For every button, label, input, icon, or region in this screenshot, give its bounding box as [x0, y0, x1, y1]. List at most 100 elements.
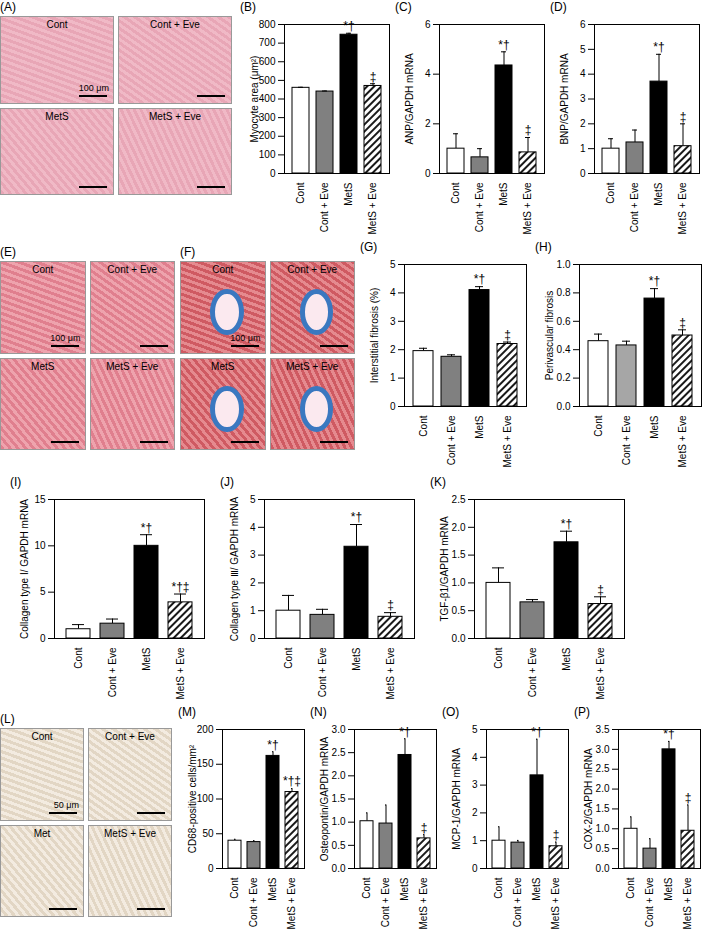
- svg-text:Cont + Eve: Cont + Eve: [512, 877, 523, 927]
- svg-text:‡: ‡: [679, 316, 686, 330]
- svg-text:MetS + Eve: MetS + Eve: [677, 415, 688, 467]
- svg-text:Cont + Eve: Cont + Eve: [380, 877, 391, 927]
- svg-text:3: 3: [580, 93, 586, 104]
- svg-text:0: 0: [390, 401, 396, 412]
- svg-text:Cont: Cont: [361, 877, 372, 898]
- svg-text:MetS: MetS: [531, 877, 542, 901]
- svg-text:Cont: Cont: [493, 647, 504, 668]
- svg-text:Cont + Eve: Cont + Eve: [107, 647, 118, 697]
- svg-text:5: 5: [472, 724, 478, 735]
- svg-text:1.0: 1.0: [452, 577, 466, 588]
- svg-text:1.0: 1.0: [557, 259, 571, 270]
- svg-text:2.0: 2.0: [452, 522, 466, 533]
- svg-text:MetS + Eve: MetS + Eve: [522, 182, 533, 234]
- svg-text:MetS: MetS: [343, 182, 354, 206]
- svg-text:Collagen type Ⅲ/ GAPDH mRNA: Collagen type Ⅲ/ GAPDH mRNA: [229, 497, 240, 642]
- svg-text:50: 50: [202, 828, 214, 839]
- svg-text:0.0: 0.0: [596, 863, 610, 874]
- svg-text:2.5: 2.5: [452, 494, 466, 505]
- svg-text:‡: ‡: [387, 598, 394, 612]
- svg-text:2: 2: [425, 118, 431, 129]
- svg-text:2: 2: [390, 344, 396, 355]
- svg-text:1: 1: [390, 372, 396, 383]
- svg-text:Cont + Eve: Cont + Eve: [474, 182, 485, 232]
- svg-text:MetS: MetS: [561, 647, 572, 671]
- svg-text:0.5: 0.5: [332, 840, 346, 851]
- svg-text:Cont: Cont: [605, 182, 616, 203]
- svg-text:0.5: 0.5: [596, 843, 610, 854]
- svg-text:3: 3: [390, 316, 396, 327]
- svg-text:CD68-positive cells/mm²: CD68-positive cells/mm²: [187, 744, 198, 853]
- svg-text:MetS + Eve: MetS + Eve: [367, 182, 378, 234]
- svg-text:‡: ‡: [525, 123, 532, 137]
- svg-text:2.5: 2.5: [596, 763, 610, 774]
- svg-text:MetS: MetS: [267, 877, 278, 901]
- svg-text:0: 0: [580, 168, 586, 179]
- svg-text:*†: *†: [653, 40, 664, 54]
- svg-text:700: 700: [259, 37, 276, 48]
- svg-text:1: 1: [580, 143, 586, 154]
- svg-text:2: 2: [472, 807, 478, 818]
- svg-text:2.5: 2.5: [332, 747, 346, 758]
- svg-text:Cont + Eve: Cont + Eve: [621, 415, 632, 465]
- svg-text:Cont: Cont: [418, 415, 429, 436]
- svg-text:6: 6: [580, 19, 586, 30]
- svg-text:BNP/GAPDH mRNA: BNP/GAPDH mRNA: [559, 53, 570, 144]
- svg-text:Cont: Cont: [625, 877, 636, 898]
- svg-text:3.0: 3.0: [332, 724, 346, 735]
- svg-text:Cont: Cont: [295, 182, 306, 203]
- svg-text:Cont + Eve: Cont + Eve: [629, 182, 640, 232]
- svg-text:4: 4: [472, 752, 478, 763]
- svg-text:0.6: 0.6: [557, 316, 571, 327]
- svg-text:5: 5: [40, 586, 46, 597]
- svg-text:MetS + Eve: MetS + Eve: [550, 877, 561, 929]
- svg-text:Cont + Eve: Cont + Eve: [248, 877, 259, 927]
- svg-text:0.2: 0.2: [557, 372, 571, 383]
- svg-text:1.5: 1.5: [332, 793, 346, 804]
- svg-text:MetS: MetS: [351, 647, 362, 671]
- svg-text:‡: ‡: [553, 828, 560, 842]
- svg-text:6: 6: [425, 19, 431, 30]
- svg-text:4: 4: [580, 68, 586, 79]
- svg-text:*†: *†: [498, 38, 509, 52]
- svg-text:200: 200: [197, 724, 214, 735]
- svg-text:300: 300: [259, 112, 276, 123]
- svg-text:0: 0: [270, 168, 276, 179]
- svg-text:0.0: 0.0: [557, 401, 571, 412]
- svg-text:COX-2/GAPDH mRNA: COX-2/GAPDH mRNA: [583, 748, 594, 849]
- svg-text:Cont: Cont: [229, 877, 240, 898]
- svg-text:MetS + Eve: MetS + Eve: [502, 415, 513, 467]
- svg-text:‡: ‡: [597, 583, 604, 597]
- svg-text:0: 0: [208, 863, 214, 874]
- svg-text:200: 200: [259, 130, 276, 141]
- svg-text:MetS: MetS: [653, 182, 664, 206]
- svg-text:0: 0: [250, 633, 256, 644]
- svg-text:1.0: 1.0: [596, 823, 610, 834]
- svg-text:1.5: 1.5: [452, 549, 466, 560]
- svg-text:0.0: 0.0: [452, 633, 466, 644]
- svg-text:2.0: 2.0: [596, 783, 610, 794]
- svg-text:4: 4: [425, 68, 431, 79]
- svg-text:800: 800: [259, 19, 276, 30]
- svg-text:ANP/GAPDH mRNA: ANP/GAPDH mRNA: [404, 53, 415, 144]
- svg-text:4: 4: [390, 287, 396, 298]
- svg-text:3.5: 3.5: [596, 724, 610, 735]
- svg-text:4: 4: [250, 522, 256, 533]
- svg-text:0.0: 0.0: [332, 863, 346, 874]
- svg-text:3: 3: [472, 779, 478, 790]
- svg-text:Myocyte area (μm²): Myocyte area (μm²): [249, 56, 260, 143]
- svg-text:*†‡: *†‡: [171, 580, 189, 594]
- svg-text:2: 2: [580, 118, 586, 129]
- svg-text:5: 5: [250, 494, 256, 505]
- svg-text:0.8: 0.8: [557, 287, 571, 298]
- svg-text:MCP-1/GAPDH mRNA: MCP-1/GAPDH mRNA: [451, 748, 462, 850]
- svg-text:1.5: 1.5: [596, 803, 610, 814]
- svg-text:*†: *†: [141, 521, 152, 535]
- svg-text:*†: *†: [531, 725, 542, 739]
- svg-text:Cont + Eve: Cont + Eve: [644, 877, 655, 927]
- svg-text:‡: ‡: [680, 110, 687, 124]
- svg-text:0: 0: [472, 863, 478, 874]
- svg-text:TGF-β1/GAPDH mRNA: TGF-β1/GAPDH mRNA: [439, 516, 450, 622]
- svg-text:MetS + Eve: MetS + Eve: [175, 647, 186, 699]
- svg-text:1.0: 1.0: [332, 816, 346, 827]
